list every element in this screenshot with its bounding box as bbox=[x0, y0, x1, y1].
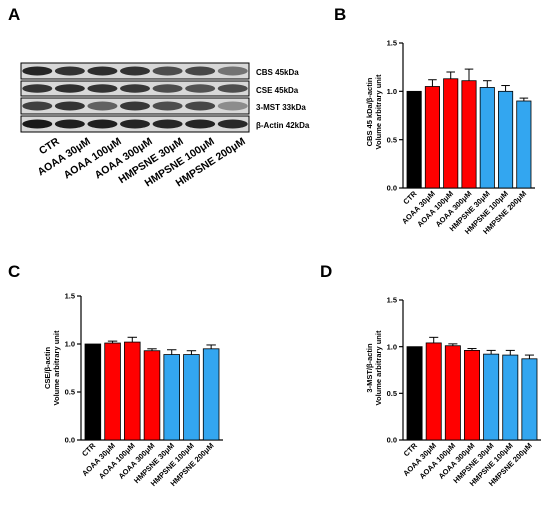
blot-band bbox=[87, 84, 118, 93]
bar-hmpsne-200 bbox=[516, 100, 532, 189]
bar-aoaa-300 bbox=[464, 349, 480, 441]
bar-aoaa-30 bbox=[425, 342, 442, 441]
blot-band bbox=[185, 101, 216, 111]
bar-aoaa-300 bbox=[461, 80, 477, 189]
blot-band bbox=[120, 101, 150, 111]
error-bar-hmpsne-200 bbox=[519, 97, 529, 101]
error-bar-hmpsne-30 bbox=[167, 349, 177, 355]
western-blot: CBS 45kDa CSE 45kDa 3-MST 33kDa β-Actin … bbox=[20, 62, 310, 189]
error-bar-aoaa-100 bbox=[446, 71, 455, 79]
bar-aoaa-100 bbox=[444, 345, 461, 441]
y-tick-label: 1.5 bbox=[387, 39, 397, 48]
bar-hmpsne-100 bbox=[183, 354, 200, 441]
bar-hmpsne-100 bbox=[502, 354, 519, 441]
bar-ctr bbox=[406, 90, 422, 189]
blot-band bbox=[87, 101, 118, 111]
bar-aoaa-100 bbox=[124, 341, 141, 441]
blot-band bbox=[22, 84, 53, 93]
bar-hmpsne-30 bbox=[483, 353, 500, 441]
panel-letter-b: B bbox=[334, 5, 346, 24]
y-tick-label: 0.5 bbox=[387, 135, 397, 144]
y-tick-label: 0.5 bbox=[387, 389, 397, 398]
bar-hmpsne-200 bbox=[521, 358, 538, 441]
panel-letter-a: A bbox=[8, 5, 20, 24]
panel-letter-c: C bbox=[8, 262, 20, 281]
blot-band bbox=[87, 119, 118, 129]
y-tick-label: 1.5 bbox=[387, 296, 397, 305]
error-bar-hmpsne-200 bbox=[524, 354, 534, 359]
y-tick-label: 0.5 bbox=[65, 388, 75, 397]
error-bar-aoaa-300 bbox=[147, 348, 157, 351]
blot-band bbox=[22, 66, 53, 76]
error-bar-hmpsne-100 bbox=[501, 85, 510, 92]
blot-band bbox=[54, 119, 85, 129]
blot-band bbox=[22, 119, 53, 129]
error-bar-hmpsne-100 bbox=[505, 349, 515, 356]
blot-band bbox=[87, 66, 118, 76]
blot-band bbox=[120, 66, 150, 76]
y-tick-label: 1.5 bbox=[65, 292, 75, 301]
bar-ctr bbox=[84, 343, 102, 441]
error-bar-aoaa-100 bbox=[448, 343, 458, 346]
band-label-cse: CSE 45kDa bbox=[256, 86, 299, 95]
bar-hmpsne-200 bbox=[202, 348, 220, 441]
bar-aoaa-30 bbox=[424, 86, 440, 189]
chart-cse: CSE/β-actin Volume arbitrary unit 0.0 0.5… bbox=[43, 292, 223, 488]
y-axis-title-line-2: Volume arbitrary unit bbox=[52, 330, 61, 405]
y-tick-label: 0.0 bbox=[387, 184, 397, 193]
band-label-beta-actin: β-Actin 42kDa bbox=[256, 121, 310, 130]
bar-ctr bbox=[406, 346, 423, 441]
blot-band bbox=[120, 84, 150, 93]
blot-band bbox=[120, 119, 150, 129]
error-bar-aoaa-300 bbox=[464, 68, 474, 81]
blot-band bbox=[22, 101, 53, 111]
y-tick-label: 1.0 bbox=[387, 87, 397, 96]
error-bar-aoaa-300 bbox=[467, 348, 477, 351]
blot-band bbox=[54, 101, 85, 111]
error-bar-hmpsne-30 bbox=[486, 349, 496, 355]
y-axis-title-line-2: Volume arbitrary unit bbox=[374, 74, 383, 149]
chart-3mst: 3-MST/β-actin Volume arbitrary unit 0.0 0… bbox=[365, 296, 541, 488]
bar-hmpsne-30 bbox=[163, 354, 180, 441]
band-label-3mst: 3-MST 33kDa bbox=[256, 103, 306, 112]
error-bar-aoaa-30 bbox=[428, 79, 437, 87]
error-bar-aoaa-100 bbox=[127, 336, 137, 343]
panel-letter-d: D bbox=[320, 262, 332, 281]
blot-band bbox=[54, 84, 85, 93]
bar-hmpsne-100 bbox=[498, 90, 514, 189]
error-bar-aoaa-30 bbox=[429, 336, 439, 343]
bar-aoaa-30 bbox=[104, 342, 121, 441]
y-tick-label: 0.0 bbox=[387, 436, 397, 445]
y-axis-title-line-1: CSE/β-actin bbox=[43, 347, 52, 390]
band-label-cbs: CBS 45kDa bbox=[256, 68, 299, 77]
blot-band bbox=[185, 84, 216, 93]
y-tick-label: 1.0 bbox=[387, 342, 397, 351]
blot-band bbox=[185, 119, 216, 129]
blot-band bbox=[152, 119, 183, 129]
chart-cbs: CBS 45 kDa/β-actin Volume arbitrary unit… bbox=[365, 39, 535, 236]
blot-band bbox=[54, 66, 85, 76]
bar-aoaa-300 bbox=[143, 350, 161, 441]
y-axis-title-line-1: CBS 45 kDa/β-actin bbox=[365, 77, 374, 146]
blot-band bbox=[152, 66, 183, 76]
y-tick-label: 1.0 bbox=[65, 340, 75, 349]
bar-hmpsne-30 bbox=[479, 87, 495, 189]
error-bar-aoaa-30 bbox=[107, 340, 118, 344]
blot-band bbox=[217, 66, 248, 76]
bar-aoaa-100 bbox=[443, 78, 459, 189]
error-bar-hmpsne-200 bbox=[206, 344, 216, 349]
error-bar-hmpsne-100 bbox=[186, 350, 197, 355]
blot-band bbox=[217, 84, 248, 93]
blot-band bbox=[152, 101, 183, 111]
y-axis-title-line-2: Volume arbitrary unit bbox=[374, 330, 383, 405]
y-tick-label: 0.0 bbox=[65, 436, 75, 445]
blot-band bbox=[217, 119, 248, 129]
blot-band bbox=[185, 66, 216, 76]
error-bar-hmpsne-30 bbox=[483, 80, 492, 88]
blot-band bbox=[217, 101, 248, 111]
blot-band bbox=[152, 84, 183, 93]
y-axis-title-line-1: 3-MST/β-actin bbox=[365, 343, 374, 393]
